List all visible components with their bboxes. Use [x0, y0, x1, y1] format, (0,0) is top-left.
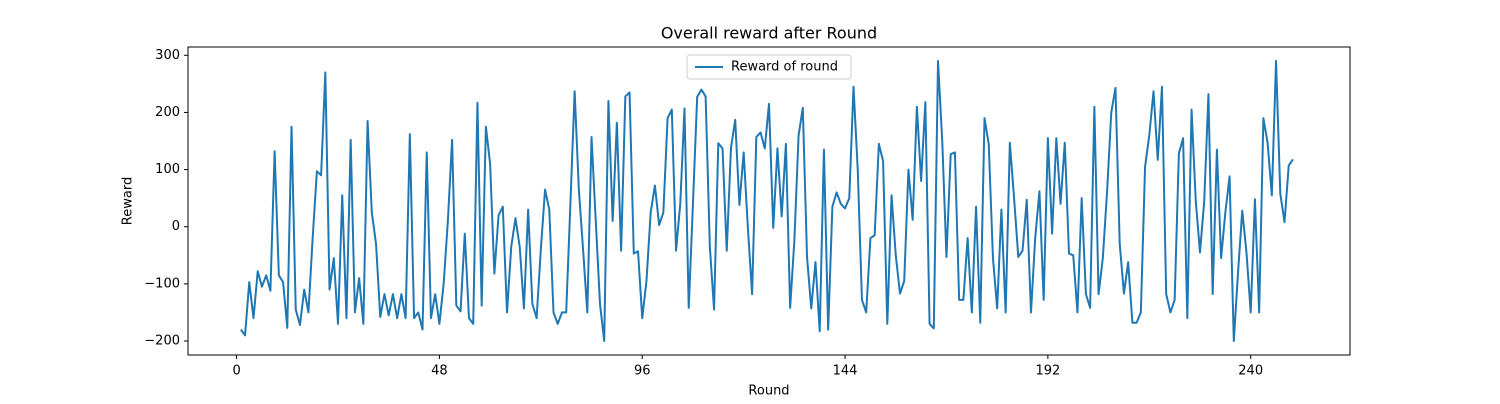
y-tick-label: −100	[144, 276, 180, 291]
y-tick-label: 300	[155, 48, 180, 63]
x-tick-label: 96	[634, 364, 651, 379]
y-tick-label: 0	[172, 219, 180, 234]
y-tick-label: 100	[155, 162, 180, 177]
x-tick-label: 48	[431, 364, 448, 379]
x-tick-label: 192	[1035, 364, 1060, 379]
x-axis-label: Round	[748, 384, 789, 399]
chart-title: Overall reward after Round	[661, 24, 877, 43]
plot-frame	[187, 46, 1351, 356]
legend-label: Reward of round	[731, 60, 838, 75]
data-line	[240, 60, 1294, 342]
y-axis-label: Reward	[121, 177, 136, 225]
x-tick-label: 0	[232, 364, 240, 379]
x-tick-label: 144	[833, 364, 858, 379]
x-tick-label: 240	[1238, 364, 1263, 379]
y-tick-label: −200	[144, 334, 180, 349]
legend-box	[686, 54, 852, 80]
y-tick-label: 200	[155, 105, 180, 120]
